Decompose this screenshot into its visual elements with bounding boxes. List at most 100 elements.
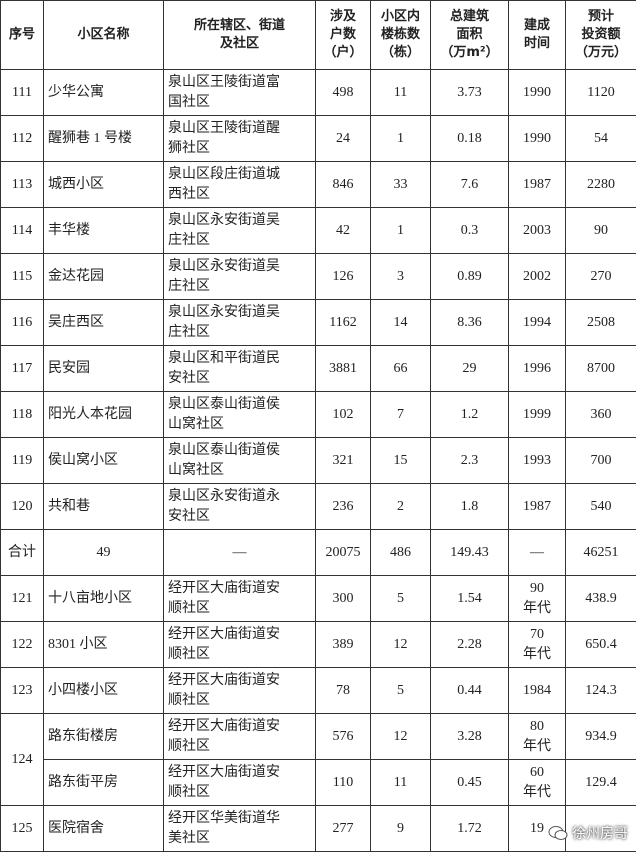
table-cell: 2003 <box>508 207 566 254</box>
table-cell: 阳光人本花园 <box>43 391 164 438</box>
header-cell: 预计 投资额 （万元） <box>565 0 636 70</box>
row-number: 111 <box>0 69 44 116</box>
table-cell: 经开区大庙街道安 顺社区 <box>163 713 316 760</box>
table-row: 111 少华公寓 泉山区王陵街道富 国社区 498 11 3.73 1990 1120 <box>0 69 636 116</box>
table-row: 125 医院宿舍 经开区华美街道华 美社区 277 9 1.72 19 <box>0 805 636 852</box>
table-cell: 438.9 <box>565 575 636 622</box>
table-cell: 1987 <box>508 161 566 208</box>
table-cell: 0.44 <box>430 667 509 714</box>
table-cell: 78 <box>315 667 371 714</box>
table-cell: 3 <box>370 253 431 300</box>
table-cell: 醒狮巷 1 号楼 <box>43 115 164 162</box>
table-row: 112 醒狮巷 1 号楼 泉山区王陵街道醒 狮社区 24 1 0.18 1990 54 <box>0 115 636 162</box>
table-cell: 7 <box>370 391 431 438</box>
row-number: 115 <box>0 253 44 300</box>
table-cell: 0.18 <box>430 115 509 162</box>
table-cell: 1996 <box>508 345 566 392</box>
table-cell: 2508 <box>565 299 636 346</box>
table-cell: 149.43 <box>430 529 509 576</box>
table-cell: 90 <box>565 207 636 254</box>
table-cell: 吴庄西区 <box>43 299 164 346</box>
table-cell: 少华公寓 <box>43 69 164 116</box>
table-row: 114 丰华楼 泉山区永安街道吴 庄社区 42 1 0.3 2003 90 <box>0 207 636 254</box>
table-cell: 360 <box>565 391 636 438</box>
table-cell: 1 <box>370 115 431 162</box>
table-cell: 1.54 <box>430 575 509 622</box>
header-cell: 总建筑 面积 （万m²） <box>430 0 509 70</box>
table-cell: — <box>163 529 316 576</box>
row-number: 122 <box>0 621 44 668</box>
table-cell: 0.3 <box>430 207 509 254</box>
table-cell: 1.8 <box>430 483 509 530</box>
table-cell: 66 <box>370 345 431 392</box>
table-cell: 650.4 <box>565 621 636 668</box>
table-cell: 1994 <box>508 299 566 346</box>
table-cell: 经开区华美街道华 美社区 <box>163 805 316 852</box>
row-number: 合计 <box>0 529 44 576</box>
table-cell: 3.73 <box>430 69 509 116</box>
row-number: 113 <box>0 161 44 208</box>
header-cell: 建成 时间 <box>508 0 566 70</box>
table-cell: 泉山区永安街道永 安社区 <box>163 483 316 530</box>
table-cell: 1984 <box>508 667 566 714</box>
table-cell: 1.2 <box>430 391 509 438</box>
table-row: 115 金达花园 泉山区永安街道吴 庄社区 126 3 0.89 2002 270 <box>0 253 636 300</box>
row-number: 120 <box>0 483 44 530</box>
table-body: 111 少华公寓 泉山区王陵街道富 国社区 498 11 3.73 1990 1120 112 醒… <box>0 69 636 852</box>
table-header: 序号 小区名称 所在辖区、街道 及社区 涉及 户数 （户） 小区内 楼栋数 （栋） 总建筑… <box>0 0 636 70</box>
table-cell: 经开区大庙街道安 顺社区 <box>163 621 316 668</box>
table-cell: 金达花园 <box>43 253 164 300</box>
row-number: 121 <box>0 575 44 622</box>
table-cell: 498 <box>315 69 371 116</box>
table-cell: 270 <box>565 253 636 300</box>
table-cell: 民安园 <box>43 345 164 392</box>
table-cell: 42 <box>315 207 371 254</box>
table-cell: 33 <box>370 161 431 208</box>
table-cell: 700 <box>565 437 636 484</box>
table-cell: 846 <box>315 161 371 208</box>
table-row: 113 城西小区 泉山区段庄街道城 西社区 846 33 7.6 1987 2280 <box>0 161 636 208</box>
header-cell: 所在辖区、街道 及社区 <box>163 0 316 70</box>
table-cell: 经开区大庙街道安 顺社区 <box>163 667 316 714</box>
table-cell: 1120 <box>565 69 636 116</box>
table-cell: 540 <box>565 483 636 530</box>
table-cell: 1990 <box>508 115 566 162</box>
table-cell: 泉山区王陵街道醒 狮社区 <box>163 115 316 162</box>
table-cell: 医院宿舍 <box>43 805 164 852</box>
row-number: 123 <box>0 667 44 714</box>
table-cell: 2.28 <box>430 621 509 668</box>
table-cell: 90 年代 <box>508 575 566 622</box>
table-cell: 路东街楼房 <box>43 713 164 760</box>
watermark-text: 徐州房哥 <box>572 826 628 842</box>
table-cell: 2.3 <box>430 437 509 484</box>
table-cell: 1993 <box>508 437 566 484</box>
table-cell: 11 <box>370 759 431 806</box>
table-cell: 80 年代 <box>508 713 566 760</box>
table-cell: 46251 <box>565 529 636 576</box>
table-cell: 泉山区永安街道吴 庄社区 <box>163 299 316 346</box>
watermark: 徐州房哥 <box>548 823 628 843</box>
table-row: 124 路东街楼房 经开区大庙街道安 顺社区 576 12 3.28 80 年代 934.9 <box>0 713 636 806</box>
table-cell: 60 年代 <box>508 759 566 806</box>
table-cell <box>565 805 636 852</box>
table-cell: 2002 <box>508 253 566 300</box>
table-cell: 1 <box>370 207 431 254</box>
table-row: 123 小四楼小区 经开区大庙街道安 顺社区 78 5 0.44 1984 124.3 <box>0 667 636 714</box>
table-cell: — <box>508 529 566 576</box>
table-cell: 24 <box>315 115 371 162</box>
table-cell: 十八亩地小区 <box>43 575 164 622</box>
table-row: 116 吴庄西区 泉山区永安街道吴 庄社区 1162 14 8.36 1994 2508 <box>0 299 636 346</box>
table-cell: 0.89 <box>430 253 509 300</box>
table-row: 121 十八亩地小区 经开区大庙街道安 顺社区 300 5 1.54 90 年代 438.9 <box>0 575 636 622</box>
table-cell: 泉山区王陵街道富 国社区 <box>163 69 316 116</box>
table-row: 合计 49—20075 486 149.43—46251 <box>0 529 636 576</box>
table-cell: 3881 <box>315 345 371 392</box>
table-cell: 3.28 <box>430 713 509 760</box>
table-cell: 49 <box>43 529 164 576</box>
table-cell: 934.9 <box>565 713 636 760</box>
table-cell: 泉山区泰山街道侯 山窝社区 <box>163 391 316 438</box>
row-number: 119 <box>0 437 44 484</box>
table-cell: 侯山窝小区 <box>43 437 164 484</box>
